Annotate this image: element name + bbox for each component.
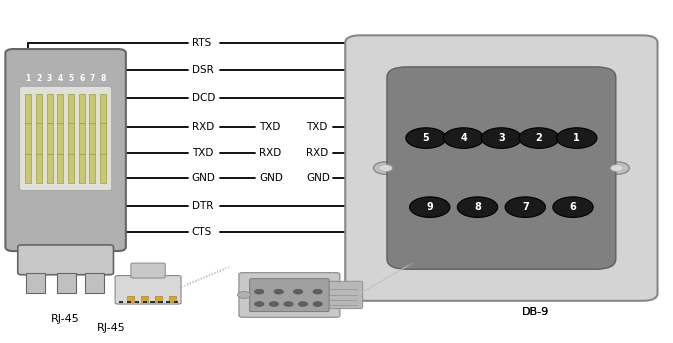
Circle shape — [410, 197, 450, 217]
Bar — [57, 273, 76, 293]
FancyBboxPatch shape — [387, 67, 616, 269]
Circle shape — [284, 301, 293, 306]
Circle shape — [313, 289, 322, 294]
Circle shape — [238, 292, 251, 298]
Text: 8: 8 — [474, 202, 481, 212]
FancyBboxPatch shape — [324, 281, 363, 309]
Bar — [158, 300, 163, 303]
Bar — [127, 300, 131, 303]
Text: 7: 7 — [90, 74, 95, 83]
Bar — [90, 94, 96, 183]
Circle shape — [374, 162, 398, 174]
Text: TXD: TXD — [192, 147, 213, 158]
Text: DTR: DTR — [192, 201, 213, 211]
Text: RXD: RXD — [306, 147, 328, 158]
Text: DB-9: DB-9 — [522, 307, 549, 317]
Bar — [57, 94, 63, 183]
Text: RJ-45: RJ-45 — [51, 314, 80, 324]
Text: 5: 5 — [69, 74, 73, 83]
Bar — [127, 296, 134, 302]
Text: 4: 4 — [460, 133, 467, 143]
Circle shape — [458, 197, 498, 217]
Circle shape — [406, 128, 446, 149]
Circle shape — [254, 289, 264, 294]
Circle shape — [505, 197, 545, 217]
Circle shape — [557, 128, 597, 149]
Text: RXD: RXD — [192, 122, 214, 132]
Circle shape — [444, 128, 484, 149]
Text: TXD: TXD — [259, 122, 281, 132]
Bar — [141, 296, 148, 302]
Bar — [151, 300, 155, 303]
Text: 9: 9 — [427, 202, 433, 212]
Bar — [79, 94, 85, 183]
FancyBboxPatch shape — [131, 263, 165, 278]
Bar — [85, 273, 104, 293]
Text: 3: 3 — [47, 74, 52, 83]
Circle shape — [269, 301, 279, 306]
Bar — [169, 296, 176, 302]
Text: 6: 6 — [79, 74, 84, 83]
Bar — [100, 94, 106, 183]
Circle shape — [519, 128, 559, 149]
Bar — [36, 94, 42, 183]
Circle shape — [254, 301, 264, 306]
Text: 6: 6 — [569, 202, 576, 212]
Circle shape — [610, 165, 624, 172]
Bar — [26, 94, 31, 183]
Text: TXD: TXD — [306, 122, 328, 132]
Text: RJ-45: RJ-45 — [97, 322, 125, 333]
FancyBboxPatch shape — [239, 273, 340, 317]
Text: 1: 1 — [573, 133, 580, 143]
Text: 2: 2 — [36, 74, 42, 83]
Circle shape — [379, 165, 392, 172]
FancyBboxPatch shape — [20, 86, 112, 191]
Bar — [26, 273, 46, 293]
Text: 2: 2 — [536, 133, 542, 143]
Text: 3: 3 — [498, 133, 505, 143]
Circle shape — [481, 128, 522, 149]
Circle shape — [553, 197, 593, 217]
FancyBboxPatch shape — [250, 279, 329, 312]
Text: DSR: DSR — [192, 65, 213, 75]
Bar — [166, 300, 170, 303]
Circle shape — [605, 162, 629, 174]
Text: GND: GND — [306, 173, 330, 184]
Text: 7: 7 — [522, 202, 528, 212]
Bar — [174, 300, 178, 303]
FancyBboxPatch shape — [115, 276, 181, 304]
Circle shape — [298, 301, 308, 306]
Text: RXD: RXD — [259, 147, 281, 158]
Text: GND: GND — [259, 173, 283, 184]
Circle shape — [293, 289, 303, 294]
Bar — [46, 94, 52, 183]
Text: GND: GND — [192, 173, 215, 184]
Text: RTS: RTS — [192, 38, 211, 48]
Bar — [119, 300, 123, 303]
FancyBboxPatch shape — [17, 245, 114, 275]
Circle shape — [313, 301, 322, 306]
Text: 8: 8 — [100, 74, 106, 83]
Text: DCD: DCD — [192, 93, 215, 103]
Text: DB-9: DB-9 — [522, 307, 549, 317]
Bar — [143, 300, 147, 303]
Text: 4: 4 — [58, 74, 63, 83]
FancyBboxPatch shape — [345, 35, 658, 301]
Text: CTS: CTS — [192, 226, 212, 237]
Bar — [135, 300, 139, 303]
Bar — [68, 94, 74, 183]
Bar — [155, 296, 162, 302]
Text: 1: 1 — [26, 74, 31, 83]
FancyBboxPatch shape — [5, 49, 126, 251]
Text: 5: 5 — [423, 133, 429, 143]
Circle shape — [274, 289, 283, 294]
